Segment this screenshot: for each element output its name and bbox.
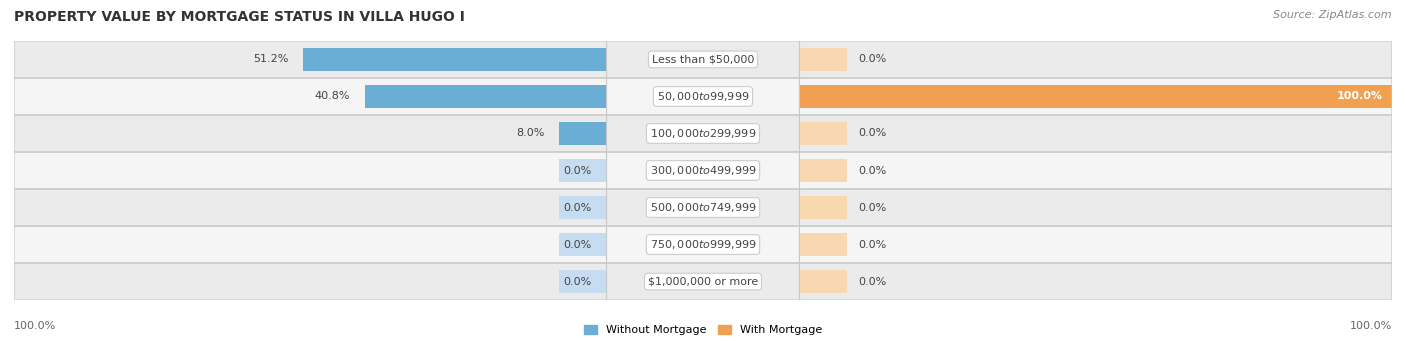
Text: Less than $50,000: Less than $50,000 — [652, 55, 754, 64]
Bar — [0, 115, 1406, 152]
Bar — [800, 196, 846, 219]
Bar — [304, 48, 606, 71]
Bar — [14, 152, 1199, 189]
Bar — [14, 115, 1199, 152]
Bar — [560, 159, 606, 182]
Text: 100.0%: 100.0% — [1337, 91, 1384, 102]
Text: 8.0%: 8.0% — [516, 129, 544, 138]
Text: 0.0%: 0.0% — [859, 239, 887, 250]
Bar — [560, 122, 606, 145]
Text: 100.0%: 100.0% — [14, 321, 56, 331]
Bar — [207, 263, 1392, 300]
Text: $500,000 to $749,999: $500,000 to $749,999 — [650, 201, 756, 214]
Text: 0.0%: 0.0% — [564, 165, 592, 176]
Text: PROPERTY VALUE BY MORTGAGE STATUS IN VILLA HUGO I: PROPERTY VALUE BY MORTGAGE STATUS IN VIL… — [14, 10, 465, 24]
Bar — [0, 41, 1406, 78]
Text: 0.0%: 0.0% — [859, 277, 887, 286]
Bar — [0, 263, 1406, 300]
Bar — [207, 152, 1392, 189]
Bar — [800, 270, 846, 293]
Bar — [560, 233, 606, 256]
Text: $50,000 to $99,999: $50,000 to $99,999 — [657, 90, 749, 103]
Bar — [800, 48, 846, 71]
Bar — [207, 115, 1392, 152]
Bar — [0, 226, 1406, 263]
Text: 40.8%: 40.8% — [315, 91, 350, 102]
Bar — [304, 48, 606, 71]
Bar — [560, 270, 606, 293]
Text: Source: ZipAtlas.com: Source: ZipAtlas.com — [1274, 10, 1392, 20]
Bar — [207, 78, 1392, 115]
Bar — [207, 41, 1392, 78]
Bar — [364, 85, 606, 108]
Bar — [207, 189, 1392, 226]
Text: $100,000 to $299,999: $100,000 to $299,999 — [650, 127, 756, 140]
Text: 0.0%: 0.0% — [564, 203, 592, 212]
Text: $1,000,000 or more: $1,000,000 or more — [648, 277, 758, 286]
Bar — [560, 122, 606, 145]
Text: 0.0%: 0.0% — [859, 55, 887, 64]
Text: 0.0%: 0.0% — [859, 129, 887, 138]
Legend: Without Mortgage, With Mortgage: Without Mortgage, With Mortgage — [583, 325, 823, 336]
Bar — [800, 159, 846, 182]
Text: 100.0%: 100.0% — [1350, 321, 1392, 331]
Bar — [800, 85, 1392, 108]
Bar — [800, 233, 846, 256]
Bar — [14, 41, 1199, 78]
Text: $300,000 to $499,999: $300,000 to $499,999 — [650, 164, 756, 177]
Bar — [14, 189, 1199, 226]
Text: 0.0%: 0.0% — [859, 165, 887, 176]
Bar — [14, 78, 1199, 115]
Bar — [207, 226, 1392, 263]
Bar — [560, 196, 606, 219]
Text: 51.2%: 51.2% — [253, 55, 288, 64]
Bar — [0, 78, 1406, 115]
Bar — [364, 85, 606, 108]
Bar — [14, 263, 1199, 300]
Bar — [0, 152, 1406, 189]
Text: 0.0%: 0.0% — [859, 203, 887, 212]
Bar — [14, 226, 1199, 263]
Bar — [0, 189, 1406, 226]
Text: 0.0%: 0.0% — [564, 277, 592, 286]
Text: 0.0%: 0.0% — [564, 239, 592, 250]
Bar — [800, 85, 1392, 108]
Bar — [800, 122, 846, 145]
Text: $750,000 to $999,999: $750,000 to $999,999 — [650, 238, 756, 251]
